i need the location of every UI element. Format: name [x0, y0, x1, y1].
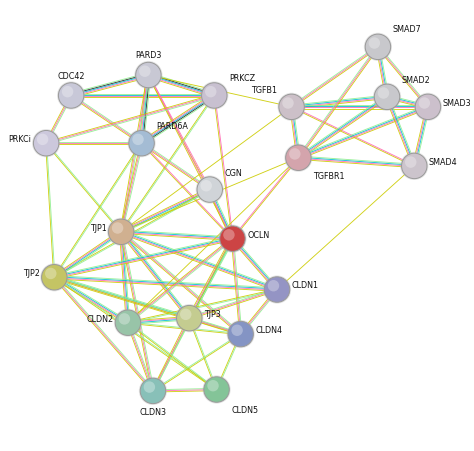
Circle shape [374, 85, 400, 110]
Text: CDC42: CDC42 [57, 71, 85, 80]
Circle shape [177, 306, 202, 331]
Circle shape [115, 310, 141, 336]
Text: OCLN: OCLN [247, 230, 269, 239]
Circle shape [228, 322, 254, 347]
Text: CLDN4: CLDN4 [255, 325, 282, 334]
Circle shape [283, 98, 294, 110]
Text: PRKCZ: PRKCZ [229, 74, 255, 83]
Circle shape [405, 157, 417, 169]
Circle shape [378, 88, 389, 100]
Text: TGFB1: TGFB1 [251, 86, 277, 95]
Text: CLDN2: CLDN2 [86, 314, 113, 323]
Circle shape [205, 87, 217, 98]
Text: PARD6A: PARD6A [156, 122, 188, 131]
Text: CLDN5: CLDN5 [231, 405, 258, 414]
Circle shape [136, 63, 161, 88]
Circle shape [263, 276, 291, 304]
Circle shape [134, 62, 163, 90]
Circle shape [128, 130, 155, 158]
Circle shape [284, 144, 312, 172]
Text: CLDN3: CLDN3 [139, 407, 166, 416]
Text: SMAD7: SMAD7 [392, 25, 421, 34]
Circle shape [207, 380, 219, 391]
Circle shape [180, 309, 191, 320]
Circle shape [132, 134, 144, 146]
Circle shape [364, 34, 392, 62]
Circle shape [196, 176, 224, 204]
Circle shape [227, 320, 255, 348]
Circle shape [279, 95, 304, 120]
Circle shape [277, 93, 306, 122]
Circle shape [62, 87, 73, 98]
Circle shape [40, 263, 68, 292]
Circle shape [365, 35, 391, 60]
Circle shape [264, 277, 290, 303]
Circle shape [114, 309, 142, 337]
Circle shape [373, 83, 401, 112]
Circle shape [58, 83, 84, 109]
Circle shape [419, 98, 430, 110]
Text: SMAD2: SMAD2 [401, 76, 430, 85]
Circle shape [223, 230, 235, 241]
Text: CGN: CGN [224, 169, 242, 177]
Circle shape [286, 146, 311, 171]
Circle shape [219, 225, 246, 253]
Circle shape [231, 325, 243, 336]
Circle shape [34, 131, 59, 156]
Circle shape [369, 38, 380, 50]
Circle shape [204, 377, 229, 402]
Circle shape [109, 220, 134, 245]
Circle shape [140, 378, 166, 404]
Circle shape [268, 281, 279, 292]
Circle shape [129, 131, 155, 156]
Text: TJP3: TJP3 [204, 309, 220, 318]
Text: CLDN1: CLDN1 [292, 281, 319, 290]
Circle shape [415, 95, 441, 120]
Text: SMAD4: SMAD4 [429, 157, 457, 166]
Circle shape [202, 376, 231, 404]
Circle shape [197, 177, 222, 203]
Circle shape [414, 93, 442, 122]
Circle shape [118, 313, 130, 325]
Circle shape [144, 382, 155, 393]
Circle shape [175, 304, 203, 332]
Text: TJP1: TJP1 [90, 223, 107, 232]
Circle shape [220, 226, 245, 252]
Circle shape [201, 83, 227, 109]
Circle shape [139, 66, 151, 78]
Circle shape [401, 154, 427, 179]
Text: PRKCi: PRKCi [9, 135, 32, 144]
Circle shape [139, 377, 167, 405]
Circle shape [32, 130, 60, 158]
Text: SMAD3: SMAD3 [442, 99, 471, 107]
Text: TGFBR1: TGFBR1 [313, 172, 345, 181]
Circle shape [201, 180, 212, 192]
Circle shape [57, 82, 85, 110]
Circle shape [400, 152, 428, 180]
Circle shape [107, 218, 135, 246]
Circle shape [289, 149, 301, 160]
Text: TJP2: TJP2 [23, 269, 40, 278]
Circle shape [112, 223, 123, 234]
Text: PARD3: PARD3 [135, 51, 162, 60]
Circle shape [37, 134, 48, 146]
Circle shape [42, 265, 67, 290]
Circle shape [200, 82, 228, 110]
Circle shape [45, 268, 56, 280]
